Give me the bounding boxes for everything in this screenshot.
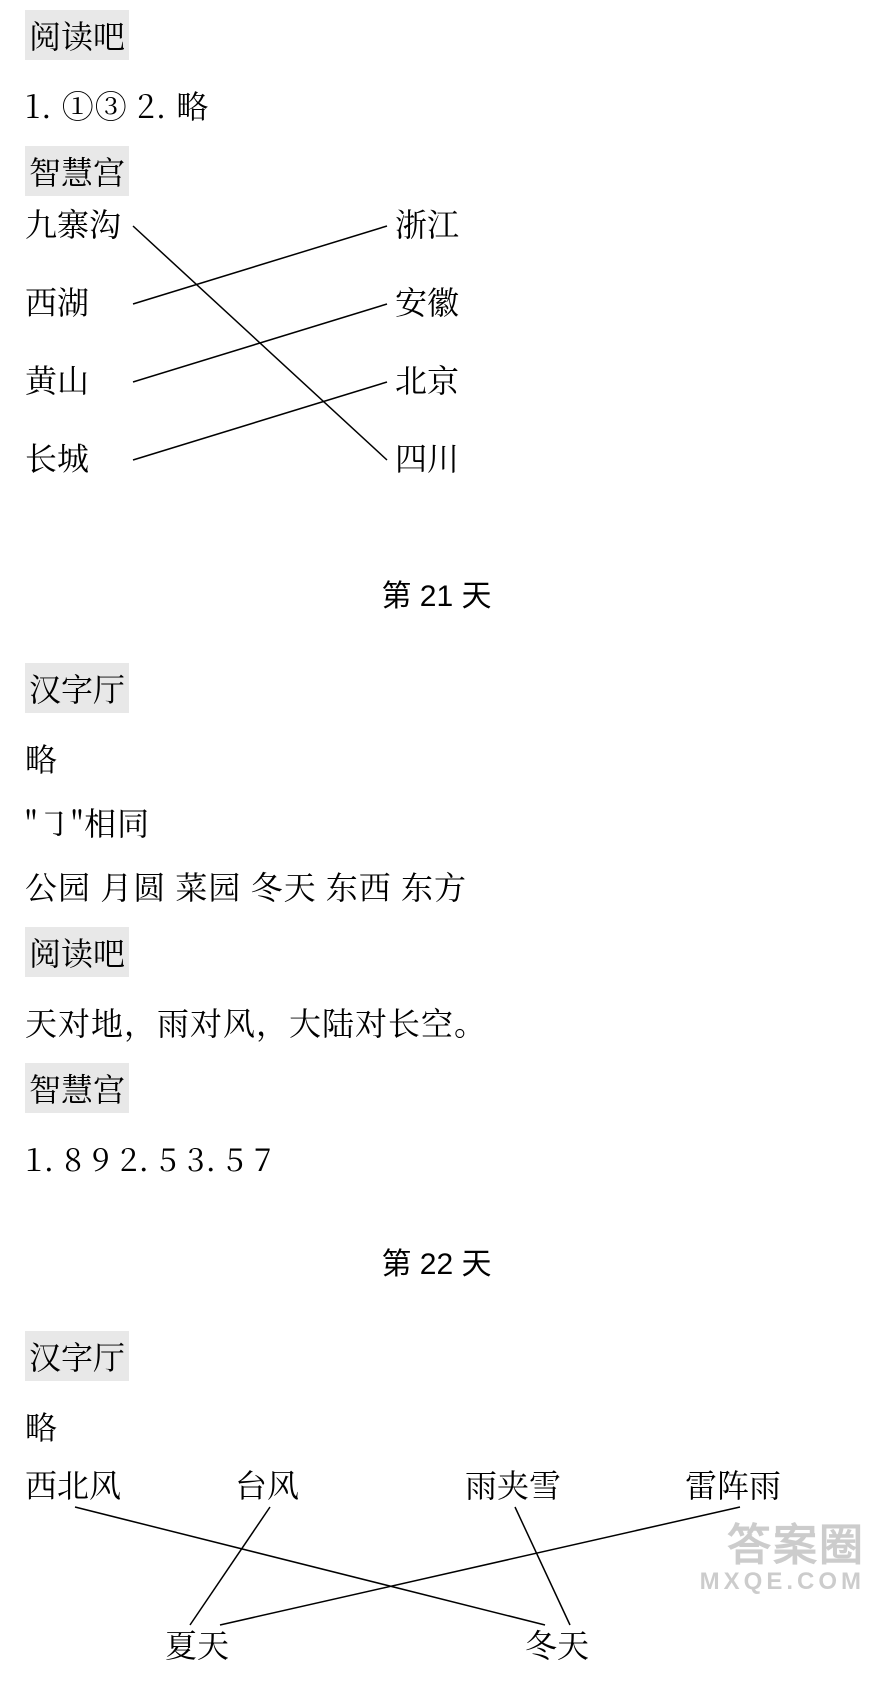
hanzi1-line1: 略	[25, 735, 848, 781]
reading2-content: 天对地，雨对风，大陆对长空。	[25, 999, 848, 1045]
svg-text:台风: 台风	[235, 1467, 299, 1507]
page-root: 阅读吧 1. ①③ 2. 略 智慧宫 九寨沟西湖黄山长城 浙江安徽北京四川 第 2…	[0, 0, 873, 1682]
svg-text:夏天: 夏天	[165, 1621, 229, 1667]
hanzi1-line3: 公园 月圆 菜园 冬天 东西 东方	[25, 863, 848, 909]
day21-heading: 第 21 天	[25, 571, 848, 615]
section-label-wisdom1: 智慧宫	[25, 146, 129, 196]
svg-text:长城: 长城	[25, 434, 89, 480]
svg-text:西湖: 西湖	[25, 278, 89, 324]
section-label-hanzi1: 汉字厅	[25, 663, 129, 713]
reading1-answer: 1. ①③ 2. 略	[25, 82, 848, 128]
svg-text:四川: 四川	[395, 434, 459, 480]
section-label-hanzi2: 汉字厅	[25, 1331, 129, 1381]
wisdom2-answer: 1. 8 9 2. 5 3. 5 7	[25, 1135, 848, 1181]
svg-text:黄山: 黄山	[25, 356, 89, 402]
svg-text:雨夹雪: 雨夹雪	[465, 1467, 561, 1507]
svg-text:浙江: 浙江	[395, 208, 459, 246]
hanzi2-line1: 略	[25, 1403, 848, 1449]
svg-text:冬天: 冬天	[525, 1621, 589, 1667]
matching-diagram-2: 西北风 台风 雨夹雪 雷阵雨夏天 冬天	[25, 1467, 848, 1682]
hanzi1-line2: "㇆"相同	[25, 799, 848, 845]
svg-text:安徽: 安徽	[395, 278, 459, 324]
svg-text:北京: 北京	[395, 356, 459, 402]
section-label-reading2: 阅读吧	[25, 927, 129, 977]
section-label-wisdom2: 智慧宫	[25, 1063, 129, 1113]
svg-text:九寨沟: 九寨沟	[25, 208, 121, 246]
matching-diagram-1: 九寨沟西湖黄山长城 浙江安徽北京四川	[25, 208, 848, 513]
section-label-reading1: 阅读吧	[25, 10, 129, 60]
svg-text:西北风: 西北风	[25, 1467, 121, 1507]
svg-text:雷阵雨: 雷阵雨	[685, 1467, 781, 1507]
day22-heading: 第 22 天	[25, 1239, 848, 1283]
